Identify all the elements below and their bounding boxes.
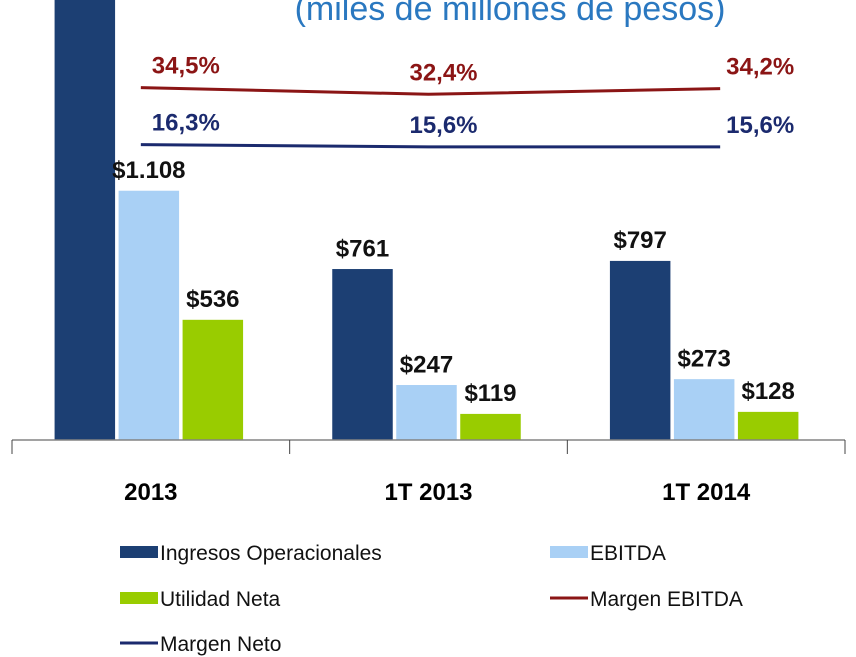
legend-label: EBITDA bbox=[590, 542, 666, 565]
bar bbox=[394, 383, 459, 441]
data-label: $797 bbox=[613, 227, 666, 254]
bar bbox=[736, 410, 800, 441]
bar bbox=[117, 189, 181, 441]
data-label: $536 bbox=[186, 286, 239, 313]
line bbox=[140, 86, 721, 96]
data-label: $273 bbox=[677, 345, 730, 372]
bar bbox=[608, 259, 672, 441]
legend-label: Margen EBITDA bbox=[590, 588, 743, 611]
legend-swatch bbox=[120, 546, 158, 558]
data-label: 15,6% bbox=[726, 112, 794, 139]
data-label: $247 bbox=[400, 351, 453, 378]
legend-swatch bbox=[120, 592, 158, 604]
bar bbox=[181, 318, 245, 441]
data-label: 34,2% bbox=[726, 54, 794, 81]
chart-title: (miles de millones de pesos) bbox=[295, 0, 726, 28]
legend-label: Margen Neto bbox=[160, 633, 281, 656]
data-label: $128 bbox=[741, 378, 794, 405]
legend-label: Ingresos Operacionales bbox=[160, 542, 382, 565]
x-tick-label: 1T 2014 bbox=[662, 479, 751, 506]
x-tick-label: 2013 bbox=[124, 479, 177, 506]
legend-swatch bbox=[550, 546, 588, 558]
bar bbox=[53, 0, 117, 441]
legend-label: Utilidad Neta bbox=[160, 588, 281, 611]
x-tick-label: 1T 2013 bbox=[384, 479, 472, 506]
data-label: 32,4% bbox=[409, 59, 477, 86]
bar bbox=[672, 377, 736, 441]
data-label: 34,5% bbox=[152, 53, 220, 80]
data-label: $1.108 bbox=[112, 157, 185, 184]
line bbox=[140, 143, 721, 149]
data-label: 16,3% bbox=[152, 110, 220, 137]
data-label: $761 bbox=[336, 235, 389, 262]
bar bbox=[458, 412, 523, 441]
data-label: 15,6% bbox=[409, 112, 477, 139]
bar bbox=[330, 267, 395, 441]
data-label: $119 bbox=[464, 380, 516, 407]
